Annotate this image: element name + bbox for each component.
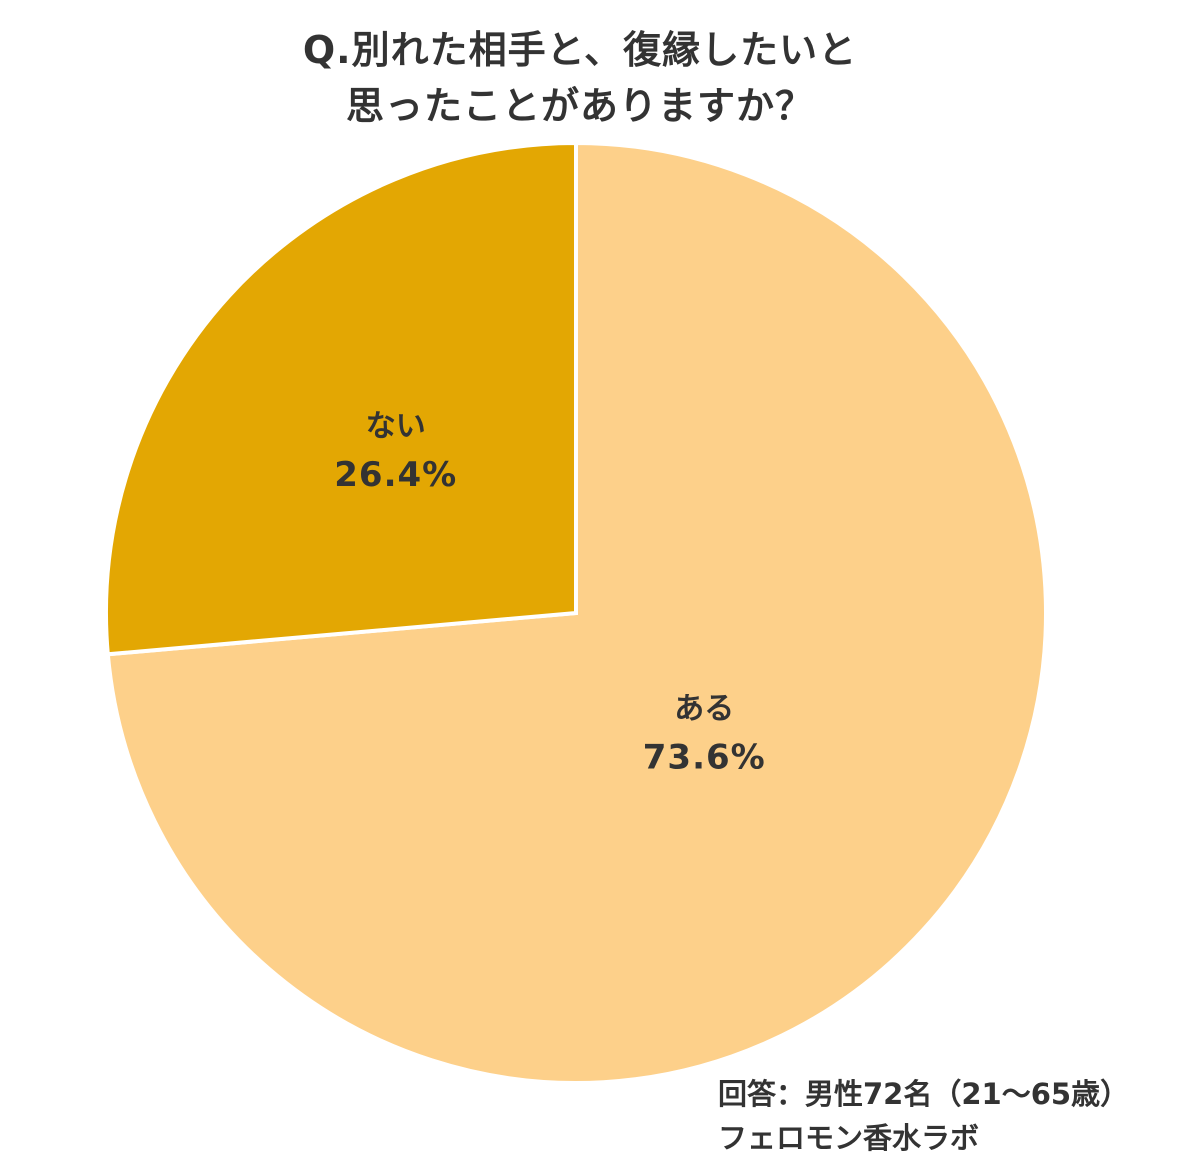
chart-title: Q.別れた相手と、復縁したいと 思ったことがありますか？: [0, 22, 1160, 134]
footnote: 回答：男性72名（21～65歳） フェロモン香水ラボ: [718, 1072, 1129, 1160]
chart-title-line-2: 思ったことがありますか？: [345, 84, 814, 128]
slice-label-2: ない: [366, 409, 426, 444]
slice-value-2: 26.4%: [334, 455, 457, 495]
respondents-note: 回答：男性72名（21～65歳）: [718, 1077, 1130, 1111]
slice-label-1: ある: [674, 691, 734, 726]
pie-slice-2: [104, 140, 578, 657]
chart-title-line-1: Q.別れた相手と、復縁したいと: [302, 28, 858, 72]
pie-slices: [104, 140, 1048, 1085]
slice-value-1: 73.6%: [643, 737, 766, 777]
source-note: フェロモン香水ラボ: [718, 1121, 980, 1155]
pie-labels: ある 73.6% ない 26.4%: [334, 409, 766, 777]
